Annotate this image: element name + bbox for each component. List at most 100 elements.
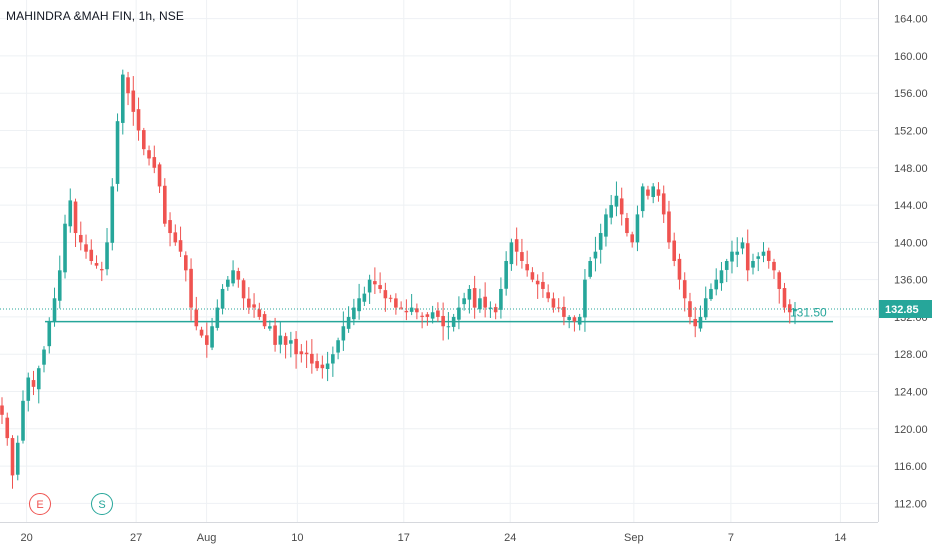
candle-body <box>357 298 361 312</box>
candle-body <box>352 307 356 320</box>
candle-body <box>745 243 750 271</box>
candle-body <box>546 292 550 299</box>
candle-body <box>567 316 571 320</box>
y-tick-label: 160.00 <box>894 51 928 63</box>
chart-title: MAHINDRA &MAH FIN, 1h, NSE <box>6 9 184 23</box>
candle-body <box>57 270 62 301</box>
candle-body <box>189 268 193 308</box>
candle-body <box>782 288 787 308</box>
candle-body <box>5 417 10 439</box>
candle-body <box>394 298 398 308</box>
candle-body <box>215 307 220 328</box>
candle-body <box>525 264 529 271</box>
candle-body <box>504 261 508 289</box>
candle-body <box>147 150 151 159</box>
x-tick-label: Sep <box>624 532 644 544</box>
candle-body <box>210 326 214 348</box>
candle-body <box>703 298 708 318</box>
y-tick-label: 112.00 <box>894 498 927 510</box>
candle-body <box>588 261 592 277</box>
x-tick-label: 17 <box>398 532 410 544</box>
candle-body <box>231 270 235 284</box>
candle-body <box>115 121 120 184</box>
candle-body <box>740 242 745 249</box>
candle-body <box>268 326 272 329</box>
candle-body <box>724 261 729 270</box>
candle-body <box>299 351 304 355</box>
candle-body <box>630 234 634 243</box>
support-line-label: 131.50 <box>790 306 827 320</box>
candle-body <box>78 234 83 243</box>
x-tick-label: 24 <box>504 532 516 544</box>
candle-body <box>719 270 724 284</box>
candle-body <box>31 380 36 387</box>
candle-body <box>362 293 367 302</box>
candle-body <box>388 297 393 299</box>
x-tick-label: 20 <box>20 532 32 544</box>
candle-body <box>446 326 451 328</box>
candle-body <box>614 195 619 207</box>
candle-body <box>126 77 130 94</box>
candle-body <box>677 258 682 280</box>
candle-body <box>451 316 456 327</box>
candle-body <box>714 279 719 290</box>
candle-body <box>89 249 94 261</box>
grid <box>0 0 878 522</box>
x-tick-label: Aug <box>197 532 217 544</box>
event-marker-circle <box>91 493 113 515</box>
candle-body <box>52 298 57 322</box>
candle-body <box>499 288 503 310</box>
candle-body <box>110 186 115 243</box>
candle-body <box>467 288 472 300</box>
candle-body <box>530 272 535 280</box>
candle-body <box>572 317 577 322</box>
time-axis[interactable]: 20 27 Aug 10 17 24 Sep 7 14 <box>0 522 878 545</box>
candle-body <box>604 214 608 237</box>
candle-body <box>73 201 78 234</box>
candle-body <box>136 109 141 131</box>
candle-body <box>141 130 146 150</box>
candle-body <box>457 307 461 320</box>
candle-body <box>436 310 440 317</box>
candle-body <box>730 251 734 262</box>
candle-body <box>787 304 792 313</box>
candle-body <box>194 309 199 327</box>
candle-body <box>772 261 776 271</box>
candle-body <box>94 263 99 266</box>
y-tick-label: 144.00 <box>894 200 928 212</box>
candle-body <box>520 252 524 261</box>
candle-body <box>178 240 183 252</box>
candles <box>0 69 797 489</box>
candle-body <box>646 189 650 196</box>
candle-body <box>42 349 46 365</box>
candle-body <box>331 354 335 364</box>
candle-body <box>761 251 766 256</box>
candle-body <box>241 280 246 299</box>
candle-body <box>640 186 645 212</box>
candle-body <box>15 442 20 475</box>
candle-body <box>173 232 178 243</box>
candle-body <box>383 290 388 299</box>
candle-body <box>315 361 319 369</box>
candle-body <box>415 308 419 313</box>
candle-body <box>184 255 188 271</box>
candle-body <box>514 239 519 252</box>
candle-body <box>336 340 340 353</box>
candle-body <box>373 281 377 285</box>
candle-body <box>199 329 204 336</box>
candle-body <box>47 321 52 347</box>
event-marker-label: E <box>36 499 43 511</box>
event-marker-label: S <box>98 499 105 511</box>
candle-body <box>378 285 382 289</box>
candle-body <box>252 304 256 308</box>
x-tick-label: 10 <box>291 532 303 544</box>
candle-body <box>735 251 740 255</box>
candle-body <box>478 298 482 310</box>
y-tick-label: 156.00 <box>894 88 928 100</box>
candle-body <box>0 405 4 415</box>
y-tick-label: 140.00 <box>894 237 928 249</box>
candle-body <box>205 335 209 345</box>
